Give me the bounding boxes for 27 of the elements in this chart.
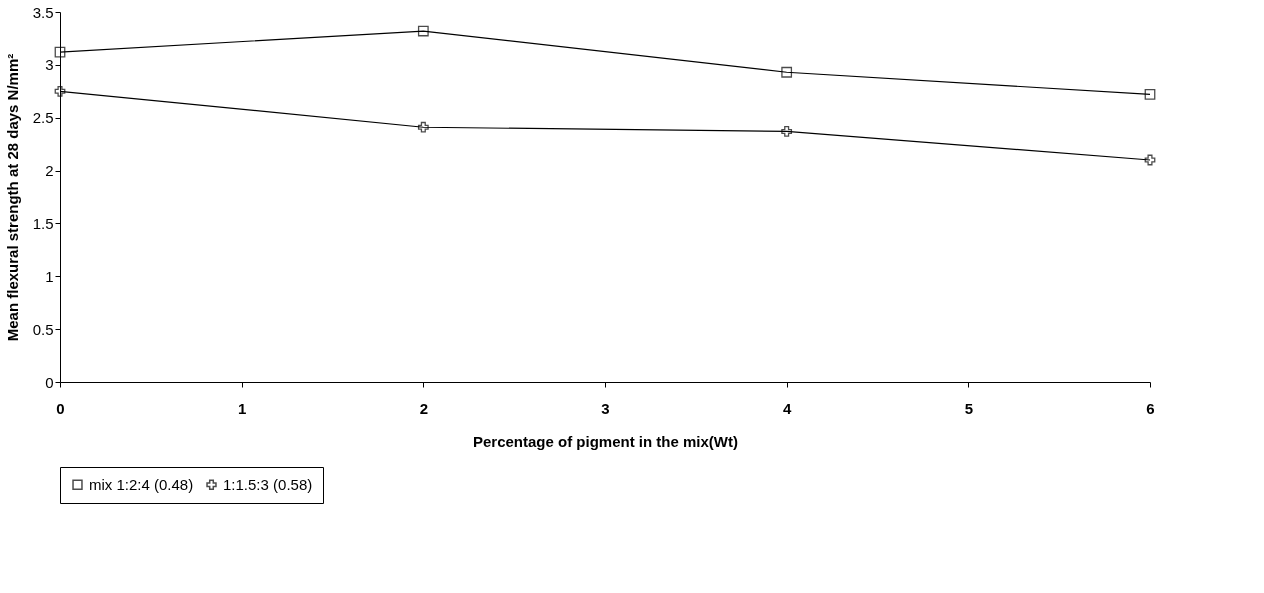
point	[54, 85, 66, 97]
x-tick-label: 4	[782, 399, 792, 417]
point	[417, 25, 429, 37]
point	[781, 66, 793, 78]
x-tick-label: 6	[1146, 399, 1155, 417]
legend-label: 1:1.5:3 (0.58)	[223, 475, 313, 493]
y-tick-label: 2.5	[32, 109, 54, 127]
legend-label: mix 1:2:4 (0.48)	[89, 475, 194, 493]
point	[781, 126, 793, 137]
point	[54, 46, 66, 58]
y-tick-label: 2	[45, 162, 54, 180]
y-tick-label: 0.5	[32, 320, 54, 338]
y-tick-label: 3	[45, 56, 54, 74]
x-axis-title: Percentage of pigment in the mix(Wt)	[472, 432, 739, 450]
y-tick-label: 1	[45, 267, 54, 285]
y-tick-label: 0	[45, 373, 54, 391]
x-tick-label: 0	[56, 399, 65, 417]
x-tick-label: 5	[964, 399, 974, 417]
point	[1144, 154, 1156, 166]
y-tick-label: 3.5	[32, 3, 54, 21]
x-tick-label: 2	[419, 399, 429, 417]
x-tick-label: 3	[601, 399, 610, 417]
x-tick-label: 1	[237, 399, 247, 417]
y-axis-title: Mean flexural strength at 28 days N/mm²	[3, 53, 21, 342]
point	[1144, 89, 1156, 100]
y-tick-label: 1.5	[32, 214, 54, 232]
point	[417, 121, 429, 133]
